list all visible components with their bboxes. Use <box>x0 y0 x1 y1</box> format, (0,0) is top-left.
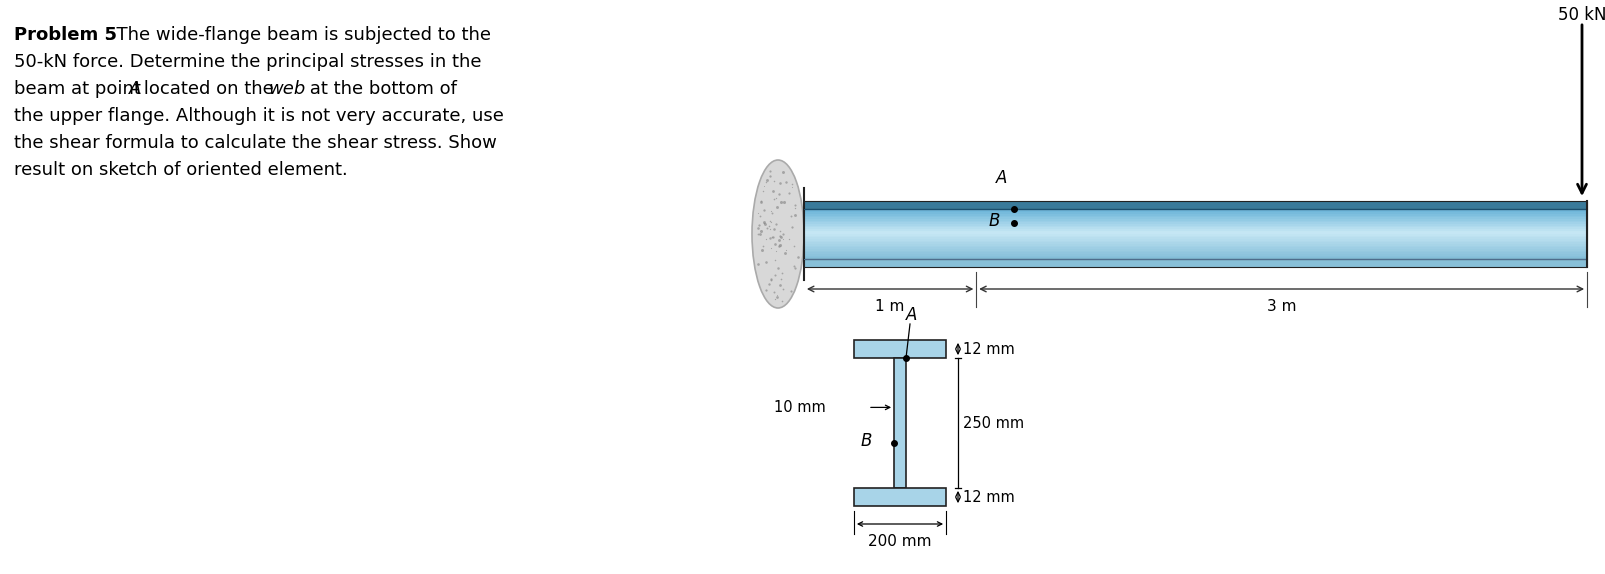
Text: A: A <box>905 306 916 324</box>
Text: Problem 5: Problem 5 <box>14 26 117 44</box>
Bar <box>804 239 1586 241</box>
Text: 200 mm: 200 mm <box>868 534 931 549</box>
Bar <box>804 211 1586 213</box>
Bar <box>804 226 1586 228</box>
Bar <box>804 201 1586 209</box>
Bar <box>804 244 1586 246</box>
Bar <box>804 247 1586 250</box>
Bar <box>854 340 945 358</box>
Bar <box>804 253 1586 254</box>
Bar <box>804 209 1586 211</box>
Bar <box>804 251 1586 253</box>
Bar <box>804 249 1586 251</box>
Bar <box>804 241 1586 243</box>
Text: 12 mm: 12 mm <box>963 342 1014 356</box>
Bar <box>804 222 1586 224</box>
Text: result on sketch of oriented element.: result on sketch of oriented element. <box>14 161 348 179</box>
Bar <box>804 229 1586 231</box>
Bar <box>854 488 945 506</box>
Text: B: B <box>987 212 998 230</box>
Bar <box>804 224 1586 226</box>
Text: 3 m: 3 m <box>1266 299 1295 314</box>
Text: 1 m: 1 m <box>875 299 904 314</box>
Bar <box>804 227 1586 230</box>
Bar <box>804 232 1586 235</box>
Bar <box>804 254 1586 256</box>
Text: 12 mm: 12 mm <box>963 490 1014 505</box>
Bar <box>804 218 1586 219</box>
Text: 250 mm: 250 mm <box>963 416 1024 430</box>
Text: A: A <box>128 80 141 98</box>
Text: the shear formula to calculate the shear stress. Show: the shear formula to calculate the shear… <box>14 134 496 152</box>
Bar <box>804 231 1586 233</box>
Bar <box>804 220 1586 223</box>
Bar <box>804 209 1586 259</box>
Bar <box>804 259 1586 267</box>
Bar <box>804 255 1586 258</box>
Bar <box>804 242 1586 245</box>
Bar <box>804 212 1586 215</box>
Bar <box>804 246 1586 248</box>
Bar <box>804 216 1586 218</box>
Text: 50-kN force. Determine the principal stresses in the: 50-kN force. Determine the principal str… <box>14 53 481 71</box>
Text: . The wide-flange beam is subjected to the: . The wide-flange beam is subjected to t… <box>104 26 491 44</box>
Text: the upper flange. Although it is not very accurate, use: the upper flange. Although it is not ver… <box>14 107 504 125</box>
Bar <box>804 237 1586 239</box>
Bar <box>804 236 1586 238</box>
Text: at the bottom of: at the bottom of <box>303 80 456 98</box>
Bar <box>894 358 905 488</box>
Text: B: B <box>860 432 872 449</box>
Bar <box>804 234 1586 236</box>
Text: 50 kN: 50 kN <box>1557 6 1605 24</box>
Text: beam at point: beam at point <box>14 80 146 98</box>
Text: web: web <box>268 80 305 98</box>
Text: A: A <box>995 169 1006 187</box>
Ellipse shape <box>751 160 804 308</box>
Bar <box>804 214 1586 216</box>
Bar <box>804 219 1586 221</box>
Text: 10 mm: 10 mm <box>774 400 825 415</box>
Text: located on the: located on the <box>138 80 279 98</box>
Bar <box>804 257 1586 259</box>
